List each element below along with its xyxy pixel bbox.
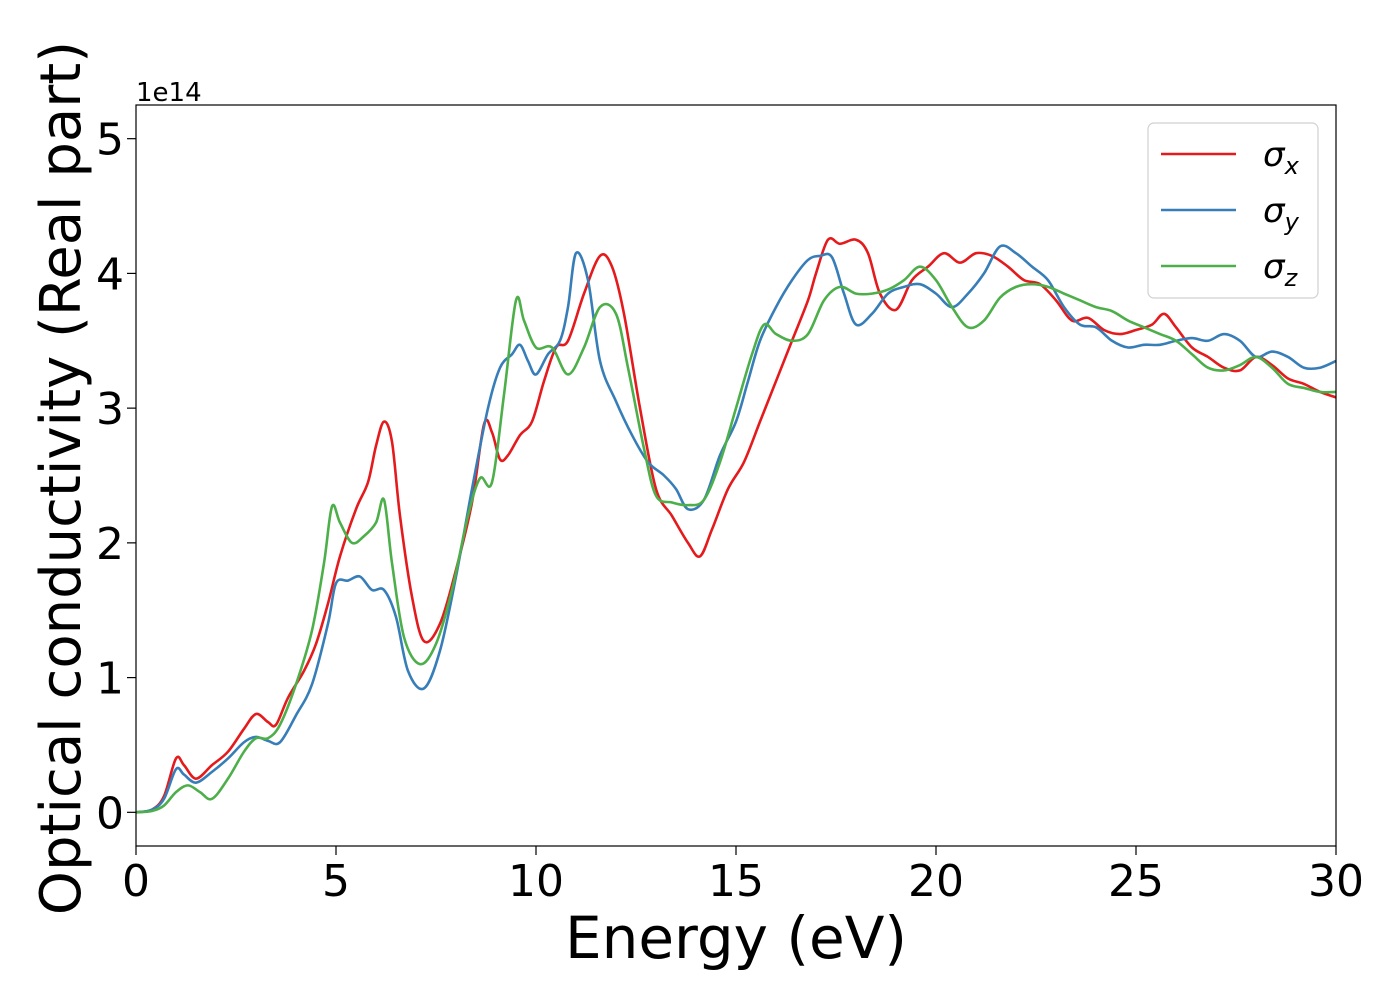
y-offset-label: 1e14 xyxy=(136,78,202,108)
legend-sigma: σ xyxy=(1263,247,1286,287)
y-tick-label: 2 xyxy=(96,519,124,570)
y-tick-label: 3 xyxy=(96,384,124,435)
legend-sigma: σ xyxy=(1263,135,1286,175)
y-tick-label: 4 xyxy=(96,249,124,300)
series-line-y xyxy=(136,244,1336,814)
y-tick-label: 0 xyxy=(96,788,124,839)
x-tick-label: 20 xyxy=(908,856,964,907)
legend-subscript: z xyxy=(1284,264,1299,292)
x-axis-title: Energy (eV) xyxy=(565,904,907,972)
x-tick-label: 25 xyxy=(1108,856,1164,907)
x-tick-label: 0 xyxy=(122,856,150,907)
x-tick-label: 30 xyxy=(1308,856,1364,907)
legend-subscript: y xyxy=(1284,208,1300,236)
series-line-z xyxy=(136,265,1336,814)
legend-sigma: σ xyxy=(1263,191,1286,231)
y-axis-title: Optical conductivity (Real part) xyxy=(29,41,94,915)
y-tick-label: 5 xyxy=(96,115,124,166)
legend-label-x: σx xyxy=(1263,135,1300,180)
plot-area xyxy=(135,104,1337,847)
legend-subscript: x xyxy=(1284,152,1300,180)
legend-label-z: σz xyxy=(1263,247,1299,292)
y-axis: 0 1 2 3 4 5 xyxy=(96,115,136,839)
legend-label-y: σy xyxy=(1263,191,1300,236)
series-lines xyxy=(136,236,1336,814)
x-tick-label: 5 xyxy=(322,856,350,907)
x-tick-label: 10 xyxy=(508,856,564,907)
x-tick-label: 15 xyxy=(708,856,764,907)
series-line-x xyxy=(136,236,1336,814)
x-axis: 0 5 10 15 20 25 30 xyxy=(122,846,1364,907)
y-tick-label: 1 xyxy=(96,654,124,705)
